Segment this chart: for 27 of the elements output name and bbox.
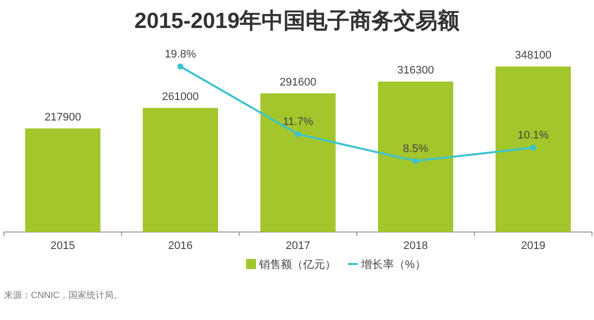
x-tick-label: 2019 — [520, 240, 546, 252]
data-label: 348100 — [514, 49, 552, 62]
point — [177, 63, 184, 70]
point — [412, 158, 419, 164]
point — [530, 144, 536, 151]
bar — [25, 128, 100, 232]
point — [295, 131, 301, 138]
data-label: 10.1% — [518, 130, 550, 142]
x-tick-label: 2018 — [403, 240, 428, 252]
data-label: 8.5% — [403, 142, 428, 155]
x-tick-label: 2016 — [168, 240, 193, 252]
data-label: 291600 — [280, 76, 316, 88]
data-label: 11.7% — [282, 116, 314, 128]
chart-title: 2015-2019年中国电子商务交易额 — [134, 8, 461, 33]
bar — [496, 66, 571, 232]
source-note: 来源：CNNIC，国家统计局。 — [4, 290, 122, 300]
x-tick-label: 2015 — [50, 240, 76, 252]
bar — [260, 93, 336, 232]
data-label: 19.8% — [164, 48, 196, 60]
x-tick-label: 2017 — [286, 240, 310, 252]
bar — [378, 82, 454, 232]
bar — [142, 108, 218, 232]
data-label: 316300 — [397, 64, 434, 77]
data-label: 261000 — [162, 90, 199, 103]
data-label: 217900 — [44, 111, 82, 124]
legend-label: 增长率（%） — [360, 258, 426, 271]
legend-label: 销售额（亿元） — [258, 258, 336, 271]
